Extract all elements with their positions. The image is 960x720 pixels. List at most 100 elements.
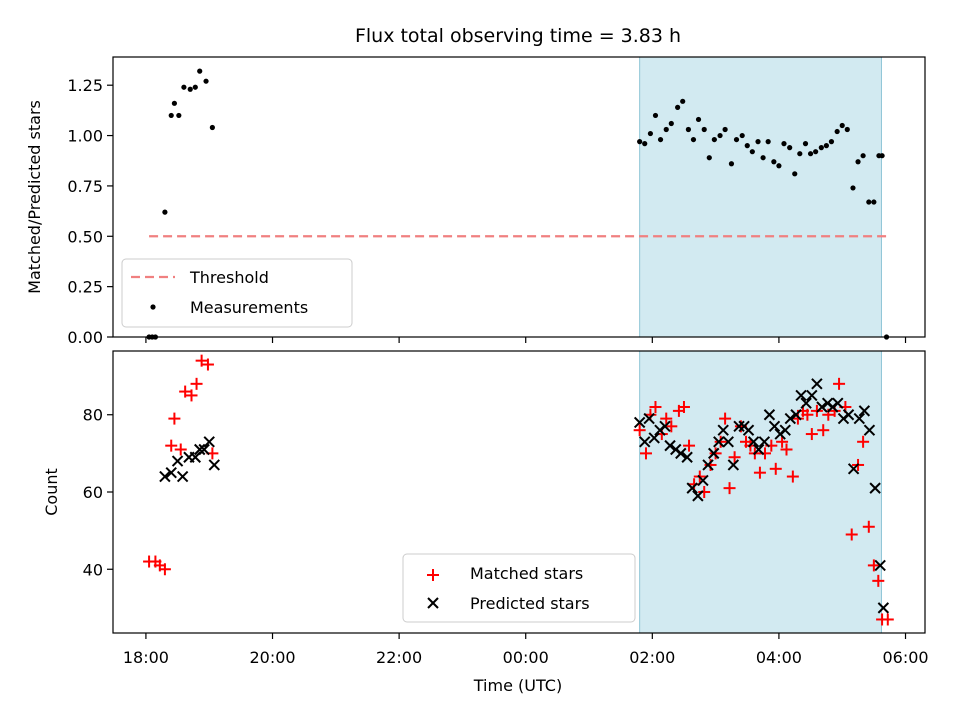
count-y-tick-label: 40 [83,560,103,579]
measurement-point [690,136,697,143]
measurement-point [828,139,835,145]
predicted-star-marker [664,439,676,452]
measurement-point [755,139,761,145]
matched-star-marker [168,412,181,425]
legend-measurements-swatch [150,304,156,310]
matched-star-marker [190,377,203,390]
matched-star-marker [201,358,214,371]
count-x-tick-label: 22:00 [376,648,422,667]
predicted-star-marker [763,409,776,421]
measurement-point [695,116,702,123]
predicted-star-marker [648,432,660,444]
measurement-point [717,132,723,139]
matched-star-marker [709,447,722,460]
ratio-plot-frame [112,56,926,338]
matched-star-marker [867,559,880,572]
matched-star-marker [174,443,187,456]
measurement-point [749,149,755,155]
count-legend-box [402,553,636,623]
measurement-point [722,126,728,133]
measurement-point [807,151,814,157]
predicted-star-marker [176,470,189,483]
matched-star-marker [165,439,178,452]
measurement-point [637,139,643,145]
predicted-star-marker [659,420,671,433]
matched-star-marker [665,420,678,433]
matched-star-marker [719,412,732,425]
count-y-axis: 40 60 80 [83,406,113,579]
predicted-star-marker [779,424,791,436]
matched-star-marker [791,412,804,425]
matched-star-marker [881,613,894,626]
matched-star-marker [872,574,885,587]
measurement-point [652,112,659,119]
count-plot-frame [112,350,926,634]
matched-star-marker [776,435,789,448]
measurement-point [850,185,856,191]
matched-star-marker [704,458,717,471]
matched-star-marker [649,401,662,414]
predicted-star-marker [198,443,210,456]
ratio-y-axis: 0.00 0.25 0.50 0.75 1.00 1.25 [67,76,113,347]
matched-star-marker [195,354,208,367]
predicted-star-marker [869,482,881,494]
measurement-point [733,136,740,143]
matched-star-marker [805,428,818,441]
count-legend: Matched stars Predicted stars [402,553,636,623]
measurement-point [171,100,178,106]
measurement-point [860,153,866,159]
measurement-point [209,124,215,131]
measurement-point [706,155,712,161]
count-y-axis-label: Count [42,468,61,516]
predicted-star-marker [692,490,704,502]
measurement-point [181,84,187,90]
matched-star-marker [179,385,192,398]
measurement-point [728,161,735,167]
ratio-y-axis-label: Matched/Predicted stars [25,100,44,294]
measurement-point [680,98,686,104]
measurement-point [647,130,654,137]
matched-star-marker [801,408,814,421]
legend-measurements-label: Measurements [190,298,308,317]
predicted-star-marker [633,416,646,429]
predicted-star-marker [877,602,890,614]
ratio-x-ticks [145,337,907,343]
ratio-y-tick-label: 1.25 [67,76,103,95]
legend-threshold-label: Threshold [189,268,269,287]
legend-matched-swatch [427,569,439,581]
ratio-y-tick-label: 0.00 [67,328,103,347]
count-markers [143,354,894,626]
measurement-point [781,141,787,147]
matched-star-marker [158,563,171,576]
measurement-point [192,84,198,90]
count-panel: 40 60 80 18:00 20:00 22:00 00:00 02:00 04:00 06:… [42,350,929,695]
predicted-star-marker [639,436,651,448]
count-x-tick-label: 20:00 [249,648,295,667]
matched-star-marker [185,389,198,402]
matched-star-marker [857,435,870,448]
measurement-point [802,141,809,147]
measurement-point [657,136,664,143]
measurement-point [663,126,669,133]
predicted-star-marker [727,459,740,471]
predicted-star-marker [758,436,771,448]
matched-star-marker [683,439,696,452]
predicted-star-marker [806,389,818,402]
measurement-point [787,145,793,151]
measurement-point [818,145,824,151]
measurement-point [797,151,803,157]
predicted-star-marker [816,401,828,413]
matched-star-marker [677,401,690,414]
count-x-axis: 18:00 20:00 22:00 00:00 02:00 04:00 06:00 [123,633,929,667]
measurement-point [760,155,766,161]
count-x-tick-label: 18:00 [123,648,169,667]
predicted-star-marker [702,459,714,471]
measurement-point [776,163,782,169]
predicted-star-marker [697,474,709,487]
measurement-point [855,159,861,165]
matched-star-marker [728,451,741,464]
measurement-point [197,68,203,74]
matched-star-marker [769,462,782,475]
matched-star-marker [660,412,673,425]
